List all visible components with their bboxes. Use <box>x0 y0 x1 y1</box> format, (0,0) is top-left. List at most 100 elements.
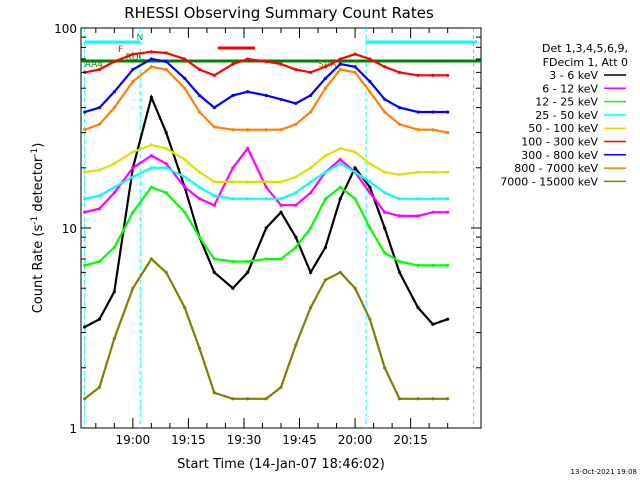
data-point <box>264 197 268 201</box>
data-point <box>416 305 420 310</box>
data-point <box>264 128 268 132</box>
legend-header-line-2: FDecim 1, Att 0 <box>543 56 628 69</box>
data-point <box>397 105 402 110</box>
data-point <box>368 57 372 61</box>
flag-label-f: F <box>118 45 123 55</box>
data-point <box>149 65 153 69</box>
data-point <box>416 110 420 114</box>
data-point <box>112 245 116 249</box>
y-axis-label: Count Rate (s-1 detector-1) <box>30 143 46 314</box>
data-point <box>97 67 102 72</box>
data-point <box>338 57 342 61</box>
data-point <box>338 146 342 151</box>
data-point <box>131 210 135 214</box>
legend-label: 12 - 25 keV <box>535 96 598 109</box>
data-point <box>368 191 372 195</box>
data-point <box>446 197 450 201</box>
data-point <box>397 270 402 274</box>
data-point <box>164 51 168 55</box>
data-point <box>416 170 420 174</box>
data-point <box>112 90 116 94</box>
data-point <box>279 257 283 261</box>
legend-label: 7000 - 15000 keV <box>500 175 598 188</box>
data-point <box>446 110 450 114</box>
data-point <box>246 397 250 401</box>
data-point <box>83 128 87 132</box>
data-point <box>197 185 202 189</box>
data-point <box>264 185 268 189</box>
data-point <box>164 130 168 135</box>
flag-label-aa: AA4 <box>85 60 104 70</box>
chart-title: RHESSI Observing Summary Count Rates <box>124 4 434 22</box>
data-point <box>149 154 153 158</box>
data-point <box>383 191 387 195</box>
data-point <box>131 67 135 72</box>
data-point <box>197 346 202 351</box>
data-point <box>309 110 313 114</box>
data-point <box>294 67 298 72</box>
data-point <box>309 166 313 170</box>
legend-label: 800 - 7000 keV <box>514 162 598 175</box>
data-point <box>164 161 168 166</box>
data-point <box>246 57 250 61</box>
data-point <box>416 263 420 268</box>
data-point <box>112 105 116 110</box>
data-point <box>149 166 153 170</box>
data-point <box>368 317 372 321</box>
data-point <box>323 76 328 80</box>
data-point <box>279 128 283 132</box>
data-point <box>131 286 135 290</box>
legend-label: 3 - 6 keV <box>549 69 598 82</box>
legend-label: 50 - 100 keV <box>528 122 598 135</box>
x-tick-label: 19:45 <box>282 433 317 447</box>
data-point <box>97 259 102 264</box>
data-point <box>83 325 87 329</box>
data-point <box>368 79 372 84</box>
data-point <box>279 97 283 101</box>
data-point <box>246 128 250 132</box>
data-point <box>183 305 187 310</box>
data-point <box>212 73 216 77</box>
data-point <box>231 259 235 264</box>
data-point <box>383 210 387 214</box>
data-point <box>309 93 313 98</box>
data-point <box>279 197 283 201</box>
data-point <box>231 166 235 170</box>
y-axis-label-tail: detector <box>31 156 46 216</box>
data-point <box>446 397 450 401</box>
data-point <box>97 105 102 110</box>
data-point <box>112 336 116 341</box>
data-point <box>416 397 420 401</box>
data-point <box>323 197 328 201</box>
data-point <box>431 170 435 174</box>
data-point <box>323 278 328 282</box>
data-point <box>264 257 268 261</box>
data-point <box>397 214 402 218</box>
data-point <box>197 197 202 201</box>
data-point <box>397 197 402 201</box>
data-point <box>164 166 168 170</box>
data-point <box>112 191 116 195</box>
data-point <box>353 70 357 74</box>
data-point <box>353 150 357 154</box>
data-point <box>246 180 250 184</box>
data-point <box>131 52 135 56</box>
data-point <box>183 185 187 189</box>
data-point <box>197 170 202 174</box>
data-point <box>446 170 450 174</box>
data-point <box>231 93 235 98</box>
data-point <box>431 210 435 214</box>
data-point <box>446 317 450 321</box>
data-point <box>446 130 450 135</box>
y-tick-label: 100 <box>54 22 77 36</box>
data-point <box>431 263 435 268</box>
x-tick-label: 20:00 <box>338 433 373 447</box>
flag-label-n: N <box>137 33 144 43</box>
data-point <box>338 197 342 201</box>
data-point <box>112 59 116 64</box>
data-point <box>397 70 402 74</box>
x-tick-label: 19:15 <box>171 433 206 447</box>
